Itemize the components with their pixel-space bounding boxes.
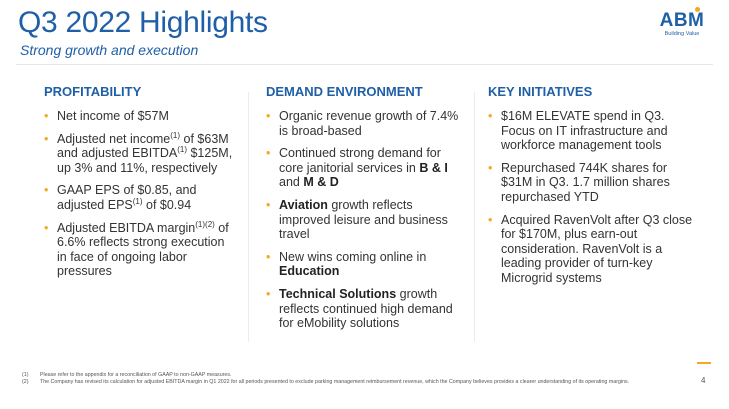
bullet-item: • Adjusted net income(1) of $63M and adju…: [44, 130, 234, 176]
bullet-dot-icon: •: [44, 220, 49, 235]
bullet-dot-icon: •: [488, 212, 493, 227]
column-demand-environment: DEMAND ENVIRONMENT • Organic revenue grow…: [266, 84, 466, 339]
footnote-ref: (1)(2): [195, 219, 215, 229]
bullet-dot-icon: •: [266, 146, 271, 161]
page-accent-line: [697, 362, 711, 364]
footnote-ref: (1): [132, 196, 143, 206]
logo-dot-icon: [695, 7, 700, 12]
footnote-2: (2) The Company has revised its calculat…: [22, 379, 682, 386]
bullet-dot-icon: •: [44, 109, 49, 123]
bullet-text: $16M ELEVATE spend in Q3. Focus on IT in…: [501, 109, 668, 153]
bullet-dot-icon: •: [266, 249, 271, 264]
logo-wordmark: ABM: [652, 7, 712, 32]
footnote-ref: (1): [177, 145, 187, 155]
abm-logo: ABM Building Value: [652, 7, 712, 37]
bullet-item: • Adjusted EBITDA margin(1)(2) of 6.6% re…: [44, 219, 234, 279]
bullet-list: • Net income of $57M • Adjusted net income(…: [44, 109, 234, 279]
bullet-text: New wins coming online in: [279, 249, 427, 264]
bullet-text: Adjusted EBITDA margin: [57, 220, 196, 235]
bullet-dot-icon: •: [488, 109, 493, 123]
bullet-item: • Acquired RavenVolt after Q3 close for $…: [488, 213, 693, 286]
bullet-text: Repurchased 744K shares for $31M in Q3. …: [501, 160, 670, 204]
logo-name: ABM: [659, 10, 705, 31]
footnote-number: (1): [22, 372, 29, 378]
bold-text: Technical Solutions: [279, 286, 397, 301]
bullet-dot-icon: •: [266, 109, 271, 123]
bullet-text: Net income of $57M: [57, 109, 169, 123]
footnote-text: Please refer to the appendix for a recon…: [40, 372, 232, 378]
bullet-text: growth reflects continued high demand fo…: [279, 286, 453, 331]
bullet-text: and: [279, 175, 304, 190]
page-number: 4: [701, 376, 706, 385]
bold-text: Education: [279, 264, 340, 279]
bullet-item: • Aviation growth reflects improved leisu…: [266, 198, 466, 242]
bold-text: Aviation: [279, 197, 328, 212]
footnote-ref: (1): [170, 130, 181, 140]
column-profitability: PROFITABILITY • Net income of $57M • Adjust…: [44, 84, 234, 287]
bullet-item: • Continued strong demand for core janito…: [266, 146, 466, 190]
footnote-number: (2): [22, 378, 29, 385]
footnotes: (1) Please refer to the appendix for a r…: [22, 372, 682, 385]
bullet-item: • New wins coming online in Education: [266, 250, 466, 279]
column-key-initiatives: KEY INITIATIVES • $16M ELEVATE spend in Q…: [488, 84, 693, 294]
bullet-dot-icon: •: [44, 183, 49, 198]
page-title: Q3 2022 Highlights: [18, 6, 268, 39]
column-heading: PROFITABILITY: [44, 84, 142, 99]
bullet-text: growth reflects improved leisure and bus…: [279, 197, 448, 242]
bullet-text: Acquired RavenVolt after Q3 close for $1…: [501, 212, 693, 285]
bullet-text: Organic revenue growth of 7.4% is broad-…: [279, 109, 459, 138]
bullet-text: of 6.6% reflects strong execution in fac…: [57, 220, 229, 279]
bullet-list: • Organic revenue growth of 7.4% is broad…: [266, 109, 466, 331]
page-subtitle: Strong growth and execution: [20, 42, 199, 58]
bullet-item: • Repurchased 744K shares for $31M in Q3.…: [488, 161, 693, 205]
header-divider: [16, 64, 713, 65]
column-heading: KEY INITIATIVES: [488, 84, 593, 99]
column-divider: [474, 92, 475, 342]
bullet-dot-icon: •: [488, 160, 493, 175]
footnote-1: (1) Please refer to the appendix for a r…: [22, 372, 682, 379]
column-heading: DEMAND ENVIRONMENT: [266, 84, 423, 99]
bullet-dot-icon: •: [266, 197, 271, 212]
column-divider: [248, 92, 249, 342]
bullet-text: of $63M and adjusted EBITDA: [57, 131, 229, 161]
logo-tagline: Building Value: [664, 31, 700, 37]
bold-text: B & I: [419, 160, 448, 175]
bullet-item: • $16M ELEVATE spend in Q3. Focus on IT i…: [488, 109, 693, 153]
bullet-item: • Organic revenue growth of 7.4% is broad…: [266, 109, 466, 138]
bullet-list: • $16M ELEVATE spend in Q3. Focus on IT i…: [488, 109, 693, 286]
footnote-text: The Company has revised its calculation …: [40, 378, 630, 385]
bullet-dot-icon: •: [266, 286, 271, 301]
bullet-item: • Net income of $57M: [44, 109, 234, 124]
bullet-text: Adjusted net income: [57, 131, 171, 146]
bullet-dot-icon: •: [44, 131, 49, 146]
bullet-text: Continued strong demand for core janitor…: [279, 146, 441, 175]
bullet-text: GAAP EPS of $0.85, and adjusted EPS: [57, 183, 197, 212]
bold-text: M & D: [303, 175, 339, 190]
bullet-text: of $0.94: [142, 197, 192, 212]
bullet-text: $125M, up 3% and 11%, respectively: [57, 146, 233, 175]
bullet-item: • Technical Solutions growth reflects con…: [266, 287, 466, 331]
bullet-item: • GAAP EPS of $0.85, and adjusted EPS(1) …: [44, 183, 234, 212]
